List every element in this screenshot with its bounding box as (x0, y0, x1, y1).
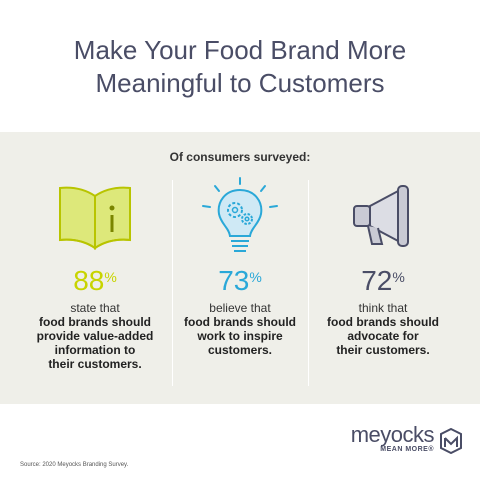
stat-column-2: 73% believe that food brands should work… (165, 176, 315, 357)
registered-mark: ® (428, 446, 434, 453)
stat-description: food brands should advocate for their cu… (308, 315, 458, 357)
lightbulb-gears-icon (202, 177, 278, 252)
brand-tagline: MEAN MORE® (351, 446, 434, 453)
stat-percent-sign: % (249, 269, 262, 285)
page-title: Make Your Food Brand More Meaningful to … (0, 34, 480, 100)
desc-line: food brands should (327, 315, 439, 329)
stat-value: 73% (165, 262, 315, 301)
stat-value: 72% (308, 262, 458, 301)
stat-column-1: 88% state that food brands should provid… (20, 176, 170, 371)
desc-line: food brands should (184, 315, 296, 329)
stat-lead-text: think that (358, 301, 408, 315)
source-note: Source: 2020 Meyocks Branding Survey. (20, 462, 129, 468)
desc-line: food brands should (39, 315, 151, 329)
brand-wordmark: meyocks MEAN MORE® (350, 422, 435, 454)
stat-value: 88% (20, 262, 170, 301)
stat-lead-text: believe that (209, 301, 271, 315)
tagline-text: MEAN MORE (380, 446, 429, 453)
title-line-2: Meaningful to Customers (95, 68, 385, 98)
stat-lead-text: state that (70, 301, 120, 315)
desc-line: provide value-added (36, 329, 154, 343)
stat-percent-sign: % (104, 269, 117, 285)
stat-number: 72 (361, 265, 393, 296)
desc-line: their customers. (336, 343, 430, 357)
desc-line: advocate for (347, 329, 419, 343)
stat-number: 88 (73, 265, 105, 296)
meyocks-logo-icon (440, 428, 462, 454)
column-divider (172, 180, 173, 386)
desc-line: their customers. (48, 357, 142, 371)
stat-number: 73 (218, 265, 250, 296)
desc-line: work to inspire (197, 329, 283, 343)
column-divider (308, 180, 309, 386)
stat-description: food brands should work to inspire custo… (165, 315, 315, 357)
megaphone-icon (353, 185, 409, 247)
panel-subtitle: Of consumers surveyed: (169, 150, 311, 164)
brand-name: meyocks (350, 422, 435, 447)
open-book-icon (59, 186, 131, 250)
stat-column-3: 72% think that food brands should advoca… (308, 176, 458, 357)
stat-percent-sign: % (392, 269, 405, 285)
desc-line: information to (54, 343, 136, 357)
desc-line: customers. (207, 343, 273, 357)
stat-description: food brands should provide value-added i… (20, 315, 170, 371)
stats-panel: Of consumers surveyed: 88% state that fo… (0, 132, 480, 404)
title-line-1: Make Your Food Brand More (73, 35, 407, 65)
